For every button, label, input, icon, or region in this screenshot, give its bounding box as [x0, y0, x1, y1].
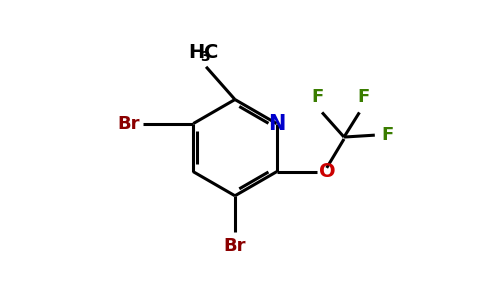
- Text: C: C: [204, 43, 218, 62]
- Text: F: F: [357, 88, 369, 106]
- Text: F: F: [382, 126, 394, 144]
- Text: F: F: [311, 88, 323, 106]
- Text: H: H: [188, 43, 204, 62]
- Text: N: N: [268, 114, 286, 134]
- Text: Br: Br: [118, 115, 140, 133]
- Text: O: O: [319, 162, 335, 181]
- Text: 3: 3: [200, 50, 210, 64]
- Text: Br: Br: [224, 237, 246, 255]
